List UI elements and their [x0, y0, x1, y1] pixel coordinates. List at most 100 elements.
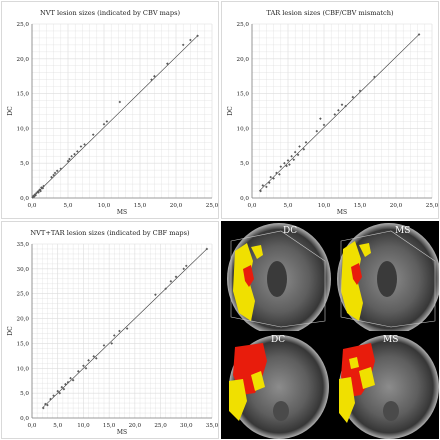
tar-data-point — [319, 117, 322, 120]
cbf-data-point — [102, 344, 106, 347]
nvt-tar-chart: 0,0 5,0 10,0 15,0 20,0 25,0 30,0 35,0 0,0 5,0 10,0… — [7, 229, 218, 436]
nvt-data-point — [153, 74, 156, 78]
cbf-data-point — [87, 359, 90, 362]
nvt-data-point — [31, 196, 35, 199]
cbf-x-tick-label: 25,0 — [154, 423, 167, 429]
nvt-data-point — [91, 133, 95, 136]
nvt-x-tick-label: 15,0 — [134, 203, 147, 209]
cbf-data-point — [76, 369, 80, 373]
cbf-x-tick-label: 20,0 — [129, 423, 142, 429]
nvt-data-point — [36, 190, 40, 194]
cbf-data-point — [60, 385, 64, 389]
nvt-y-tick-label: 0,0 — [20, 196, 29, 202]
cbf-data-point — [205, 247, 209, 251]
nvt-data-point — [83, 143, 86, 146]
nvt-data-point — [37, 191, 40, 194]
nvt-data-point — [39, 189, 42, 193]
cbf-x-tick-label: 10,0 — [77, 423, 90, 429]
tar-data-point — [373, 75, 376, 79]
nvt-x-tick-label: 20,0 — [170, 203, 183, 209]
tar-data-point — [286, 159, 290, 162]
cbf-y-tick-label: 35,0 — [17, 242, 30, 248]
tar-data-point — [279, 165, 283, 168]
cbf-y-tick-label: 15,0 — [17, 341, 30, 347]
tar-x-tick-label: 20,0 — [390, 203, 403, 209]
tar-y-tick-label: 25,0 — [237, 22, 250, 28]
scan-bottom-left: DC — [221, 331, 329, 439]
nvt-x-axis-label: MS — [117, 209, 127, 216]
nvt-data-point — [41, 186, 45, 190]
tar-data-point — [292, 158, 296, 162]
cbf-data-point — [58, 391, 62, 395]
scan-top-right: MS — [331, 221, 439, 335]
cbf-y-tick-label: 5,0 — [20, 391, 29, 397]
tar-data-point — [417, 33, 421, 36]
cbf-data-point — [94, 357, 98, 360]
nvt-chart: 0,0 5,0 10,0 15,0 20,0 25,0 0,0 5,0 10,0 15,0 20,0… — [7, 9, 218, 216]
cbf-x-axis-label: MS — [117, 429, 127, 436]
lesion-yellow-bl — [229, 379, 247, 421]
nvt-data-point — [42, 184, 45, 188]
lesion-yellow-tl — [233, 243, 255, 321]
nvt-data-point — [118, 100, 122, 104]
tar-data-point — [322, 123, 326, 127]
tar-data-point — [340, 103, 344, 107]
cbf-data-point — [125, 327, 129, 330]
tar-y-tick-label: 10,0 — [237, 126, 250, 132]
nvt-y-tick-label: 15,0 — [17, 92, 30, 98]
tar-trendline — [258, 34, 420, 192]
nvt-data-point — [35, 191, 38, 195]
nvt-data-point — [50, 175, 53, 179]
nvt-x-tick-label: 5,0 — [64, 203, 73, 209]
nvt-data-point — [55, 169, 59, 173]
nvt-data-point — [68, 157, 71, 161]
cbf-y-axis-label: DC — [7, 326, 14, 336]
tar-y-tick-label: 20,0 — [237, 57, 250, 63]
tar-y-tick-label: 0,0 — [240, 196, 249, 202]
nvt-data-point — [32, 195, 36, 198]
cbf-data-point — [182, 267, 186, 271]
cbf-x-tick-label: 30,0 — [180, 423, 193, 429]
cbf-data-point — [64, 382, 67, 386]
nvt-y-tick-label: 20,0 — [17, 57, 30, 63]
cbf-data-point — [174, 275, 178, 279]
cbf-y-tick-label: 30,0 — [17, 267, 30, 273]
cbf-x-tick-label: 35,0 — [206, 423, 218, 429]
cbf-data-point — [42, 406, 45, 410]
tar-data-point — [288, 163, 291, 166]
nvt-data-point — [66, 159, 70, 163]
nvt-data-point — [73, 152, 76, 156]
nvt-data-point — [196, 34, 199, 38]
tar-x-tick-label: 10,0 — [318, 203, 331, 209]
cbf-data-point — [52, 394, 55, 397]
cbf-data-point — [56, 389, 60, 393]
cbf-data-point — [49, 397, 52, 401]
tar-data-point — [290, 154, 293, 158]
nvt-y-tick-label: 5,0 — [20, 161, 29, 167]
tar-data-point — [293, 150, 297, 154]
ct-scan-svg: DC MS DC — [221, 221, 439, 439]
tar-data-point — [333, 113, 337, 116]
cbf-data-point — [66, 380, 70, 384]
nvt-data-point — [150, 78, 153, 81]
tar-x-tick-label: 5,0 — [284, 203, 293, 209]
tar-x-tick-label: 0,0 — [248, 203, 257, 209]
nvt-data-point — [52, 173, 55, 177]
nvt-y-axis-label: DC — [7, 106, 14, 116]
cbf-x-tick-label: 5,0 — [53, 423, 62, 429]
nvt-data-point — [181, 43, 185, 47]
scan-bottom-right: MS — [331, 331, 439, 439]
cbf-data-point — [184, 264, 188, 268]
nvt-trendline — [31, 35, 198, 199]
tar-data-point — [315, 129, 319, 133]
nvt-chart-title: NVT lesion sizes (indicated by CBV maps) — [40, 9, 181, 17]
cbf-data-point — [84, 366, 88, 370]
cbf-data-point — [164, 287, 168, 291]
nvt-x-tick-label: 0,0 — [28, 203, 37, 209]
cbf-x-tick-label: 15,0 — [103, 423, 116, 429]
cbf-data-point — [118, 329, 121, 333]
cbf-data-point — [44, 402, 47, 406]
tar-data-point — [337, 109, 340, 112]
nvt-data-point — [53, 171, 57, 175]
cbf-data-point — [154, 293, 157, 297]
